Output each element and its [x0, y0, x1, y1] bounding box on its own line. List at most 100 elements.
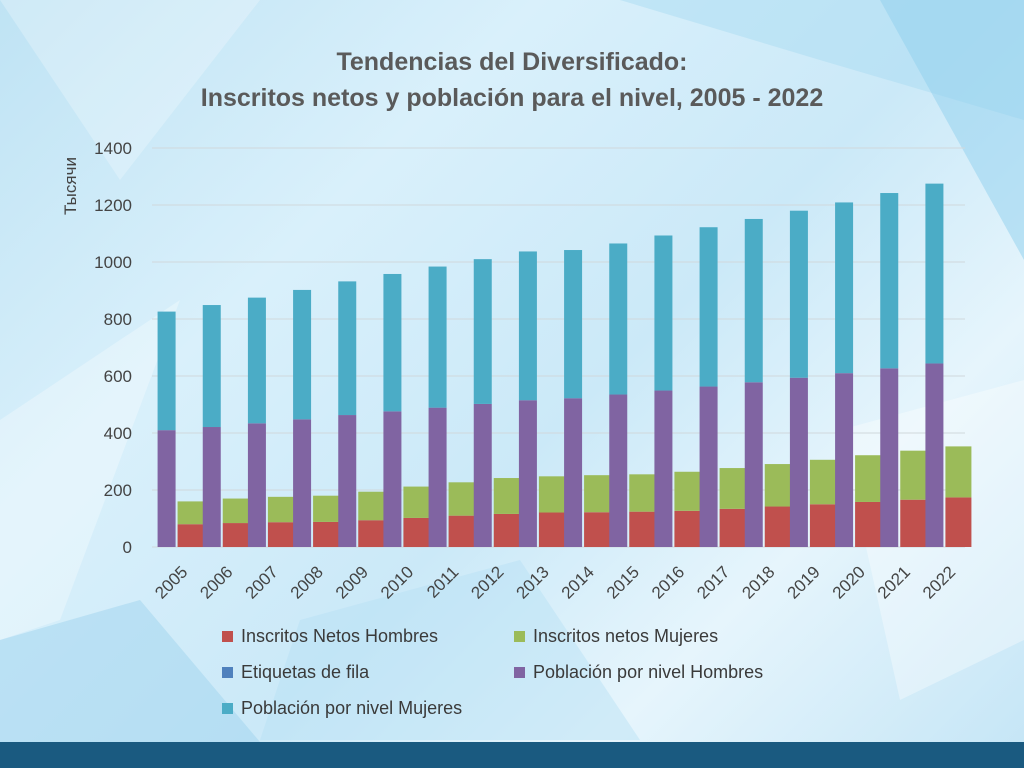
bar-inscritos-netos-mujeres-2016 — [674, 471, 701, 511]
x-tick-label: 2010 — [377, 562, 417, 602]
bar-inscritos-netos-mujeres-2006 — [222, 498, 249, 524]
legend-label: Inscritos netos Mujeres — [533, 626, 719, 646]
bar-inscritos-netos-mujeres-2008 — [313, 495, 340, 522]
y-axis: 0 200 400 600 800 1000 1200 1400 — [94, 139, 132, 557]
x-tick-label: 2007 — [242, 562, 282, 602]
x-tick-label: 2008 — [287, 562, 327, 602]
legend-swatch — [514, 631, 525, 642]
bar-inscritos-netos-hombres-2022 — [945, 497, 972, 547]
chart-title: Tendencias del Diversificado: Inscritos … — [0, 44, 1024, 116]
bar-poblaci-n-por-nivel-mujeres-2009 — [338, 281, 357, 416]
bar-poblaci-n-por-nivel-mujeres-2011 — [428, 266, 447, 408]
x-tick-label: 2019 — [784, 562, 824, 602]
footer-bar — [0, 742, 1024, 768]
bar-poblaci-n-por-nivel-hombres-2020 — [835, 373, 854, 547]
bar-poblaci-n-por-nivel-hombres-2010 — [383, 411, 402, 547]
bar-inscritos-netos-mujeres-2020 — [855, 455, 882, 502]
bar-poblaci-n-por-nivel-hombres-2019 — [789, 377, 808, 547]
x-tick-label: 2020 — [829, 562, 869, 602]
bar-poblaci-n-por-nivel-hombres-2006 — [202, 427, 221, 547]
bar-poblaci-n-por-nivel-mujeres-2006 — [202, 305, 221, 428]
bar-poblaci-n-por-nivel-hombres-2014 — [564, 398, 583, 547]
bar-inscritos-netos-hombres-2007 — [267, 522, 294, 547]
x-tick-label: 2021 — [874, 562, 914, 602]
legend-swatch — [222, 703, 233, 714]
x-tick-label: 2014 — [558, 562, 598, 602]
bar-inscritos-netos-hombres-2009 — [358, 520, 385, 547]
x-axis: 2005 2006 2007 2008 2009 2010 2011 2012 2013 2014… — [151, 562, 959, 602]
x-tick-label: 2016 — [648, 562, 688, 602]
bar-inscritos-netos-hombres-2014 — [584, 512, 611, 547]
bar-poblaci-n-por-nivel-mujeres-2017 — [699, 227, 718, 387]
bar-poblaci-n-por-nivel-mujeres-2022 — [925, 183, 944, 364]
bar-poblaci-n-por-nivel-hombres-2015 — [609, 394, 628, 547]
bar-poblaci-n-por-nivel-mujeres-2019 — [789, 210, 808, 378]
bar-inscritos-netos-hombres-2008 — [313, 521, 340, 547]
bar-poblaci-n-por-nivel-hombres-2007 — [247, 423, 266, 547]
legend-label: Etiquetas de fila — [241, 662, 370, 682]
y-axis-label: Тысячи — [61, 157, 80, 215]
bar-poblaci-n-por-nivel-hombres-2017 — [699, 386, 718, 547]
bar-poblaci-n-por-nivel-mujeres-2015 — [609, 243, 628, 395]
bar-poblaci-n-por-nivel-mujeres-2013 — [518, 251, 537, 401]
bar-inscritos-netos-hombres-2012 — [493, 513, 520, 547]
bar-poblaci-n-por-nivel-mujeres-2010 — [383, 273, 402, 412]
legend-item: Población por nivel Hombres — [514, 662, 763, 683]
chart-title-line-2: Inscritos netos y población para el nive… — [200, 84, 824, 112]
x-tick-label: 2018 — [738, 562, 778, 602]
bar-poblaci-n-por-nivel-hombres-2005 — [157, 430, 176, 547]
bar-inscritos-netos-mujeres-2011 — [448, 482, 475, 516]
bars — [157, 183, 972, 547]
y-tick-label: 400 — [104, 424, 132, 443]
bar-poblaci-n-por-nivel-hombres-2008 — [293, 419, 312, 547]
bar-poblaci-n-por-nivel-hombres-2009 — [338, 415, 357, 547]
bar-inscritos-netos-mujeres-2015 — [629, 474, 656, 512]
bar-inscritos-netos-hombres-2018 — [764, 506, 791, 547]
bar-poblaci-n-por-nivel-hombres-2012 — [473, 403, 492, 547]
bar-poblaci-n-por-nivel-hombres-2013 — [518, 400, 537, 547]
y-tick-label: 600 — [104, 367, 132, 386]
bar-inscritos-netos-hombres-2011 — [448, 515, 475, 547]
bar-poblaci-n-por-nivel-mujeres-2021 — [880, 193, 899, 369]
bar-inscritos-netos-hombres-2005 — [177, 524, 204, 547]
x-tick-label: 2022 — [919, 562, 959, 602]
x-tick-label: 2013 — [513, 562, 553, 602]
bar-inscritos-netos-hombres-2020 — [855, 501, 882, 547]
bar-poblaci-n-por-nivel-mujeres-2007 — [247, 297, 266, 424]
legend-label: Población por nivel Hombres — [533, 662, 764, 682]
bar-inscritos-netos-mujeres-2010 — [403, 486, 430, 518]
y-tick-label: 0 — [123, 538, 132, 557]
x-tick-label: 2006 — [196, 562, 236, 602]
bar-poblaci-n-por-nivel-mujeres-2020 — [835, 202, 854, 374]
y-tick-label: 1000 — [94, 253, 132, 272]
y-tick-label: 800 — [104, 310, 132, 329]
bar-inscritos-netos-mujeres-2005 — [177, 501, 204, 525]
bar-inscritos-netos-mujeres-2021 — [900, 450, 927, 500]
bar-inscritos-netos-hombres-2015 — [629, 511, 656, 547]
y-tick-label: 1200 — [94, 196, 132, 215]
legend-item: Inscritos netos Mujeres — [514, 626, 718, 647]
bar-inscritos-netos-mujeres-2007 — [267, 496, 294, 523]
bar-poblaci-n-por-nivel-mujeres-2014 — [564, 250, 583, 399]
bar-poblaci-n-por-nivel-mujeres-2012 — [473, 259, 492, 404]
bar-inscritos-netos-hombres-2021 — [900, 499, 927, 547]
x-tick-label: 2009 — [332, 562, 372, 602]
legend-swatch — [222, 631, 233, 642]
bar-inscritos-netos-mujeres-2018 — [764, 464, 791, 507]
bar-inscritos-netos-mujeres-2022 — [945, 446, 972, 498]
bar-poblaci-n-por-nivel-hombres-2018 — [744, 382, 763, 547]
bar-inscritos-netos-hombres-2017 — [719, 508, 746, 547]
bar-poblaci-n-por-nivel-mujeres-2005 — [157, 311, 176, 431]
legend-swatch — [514, 667, 525, 678]
legend-label: Inscritos Netos Hombres — [241, 626, 439, 646]
bar-poblaci-n-por-nivel-mujeres-2008 — [293, 289, 312, 420]
y-tick-label: 1400 — [94, 139, 132, 158]
x-tick-label: 2005 — [151, 562, 191, 602]
bar-inscritos-netos-hombres-2010 — [403, 517, 430, 547]
bar-inscritos-netos-mujeres-2013 — [538, 476, 565, 513]
legend-label: Población por nivel Mujeres — [241, 698, 463, 718]
bar-inscritos-netos-hombres-2013 — [538, 512, 565, 547]
x-tick-label: 2017 — [693, 562, 733, 602]
bar-poblaci-n-por-nivel-hombres-2021 — [880, 368, 899, 547]
